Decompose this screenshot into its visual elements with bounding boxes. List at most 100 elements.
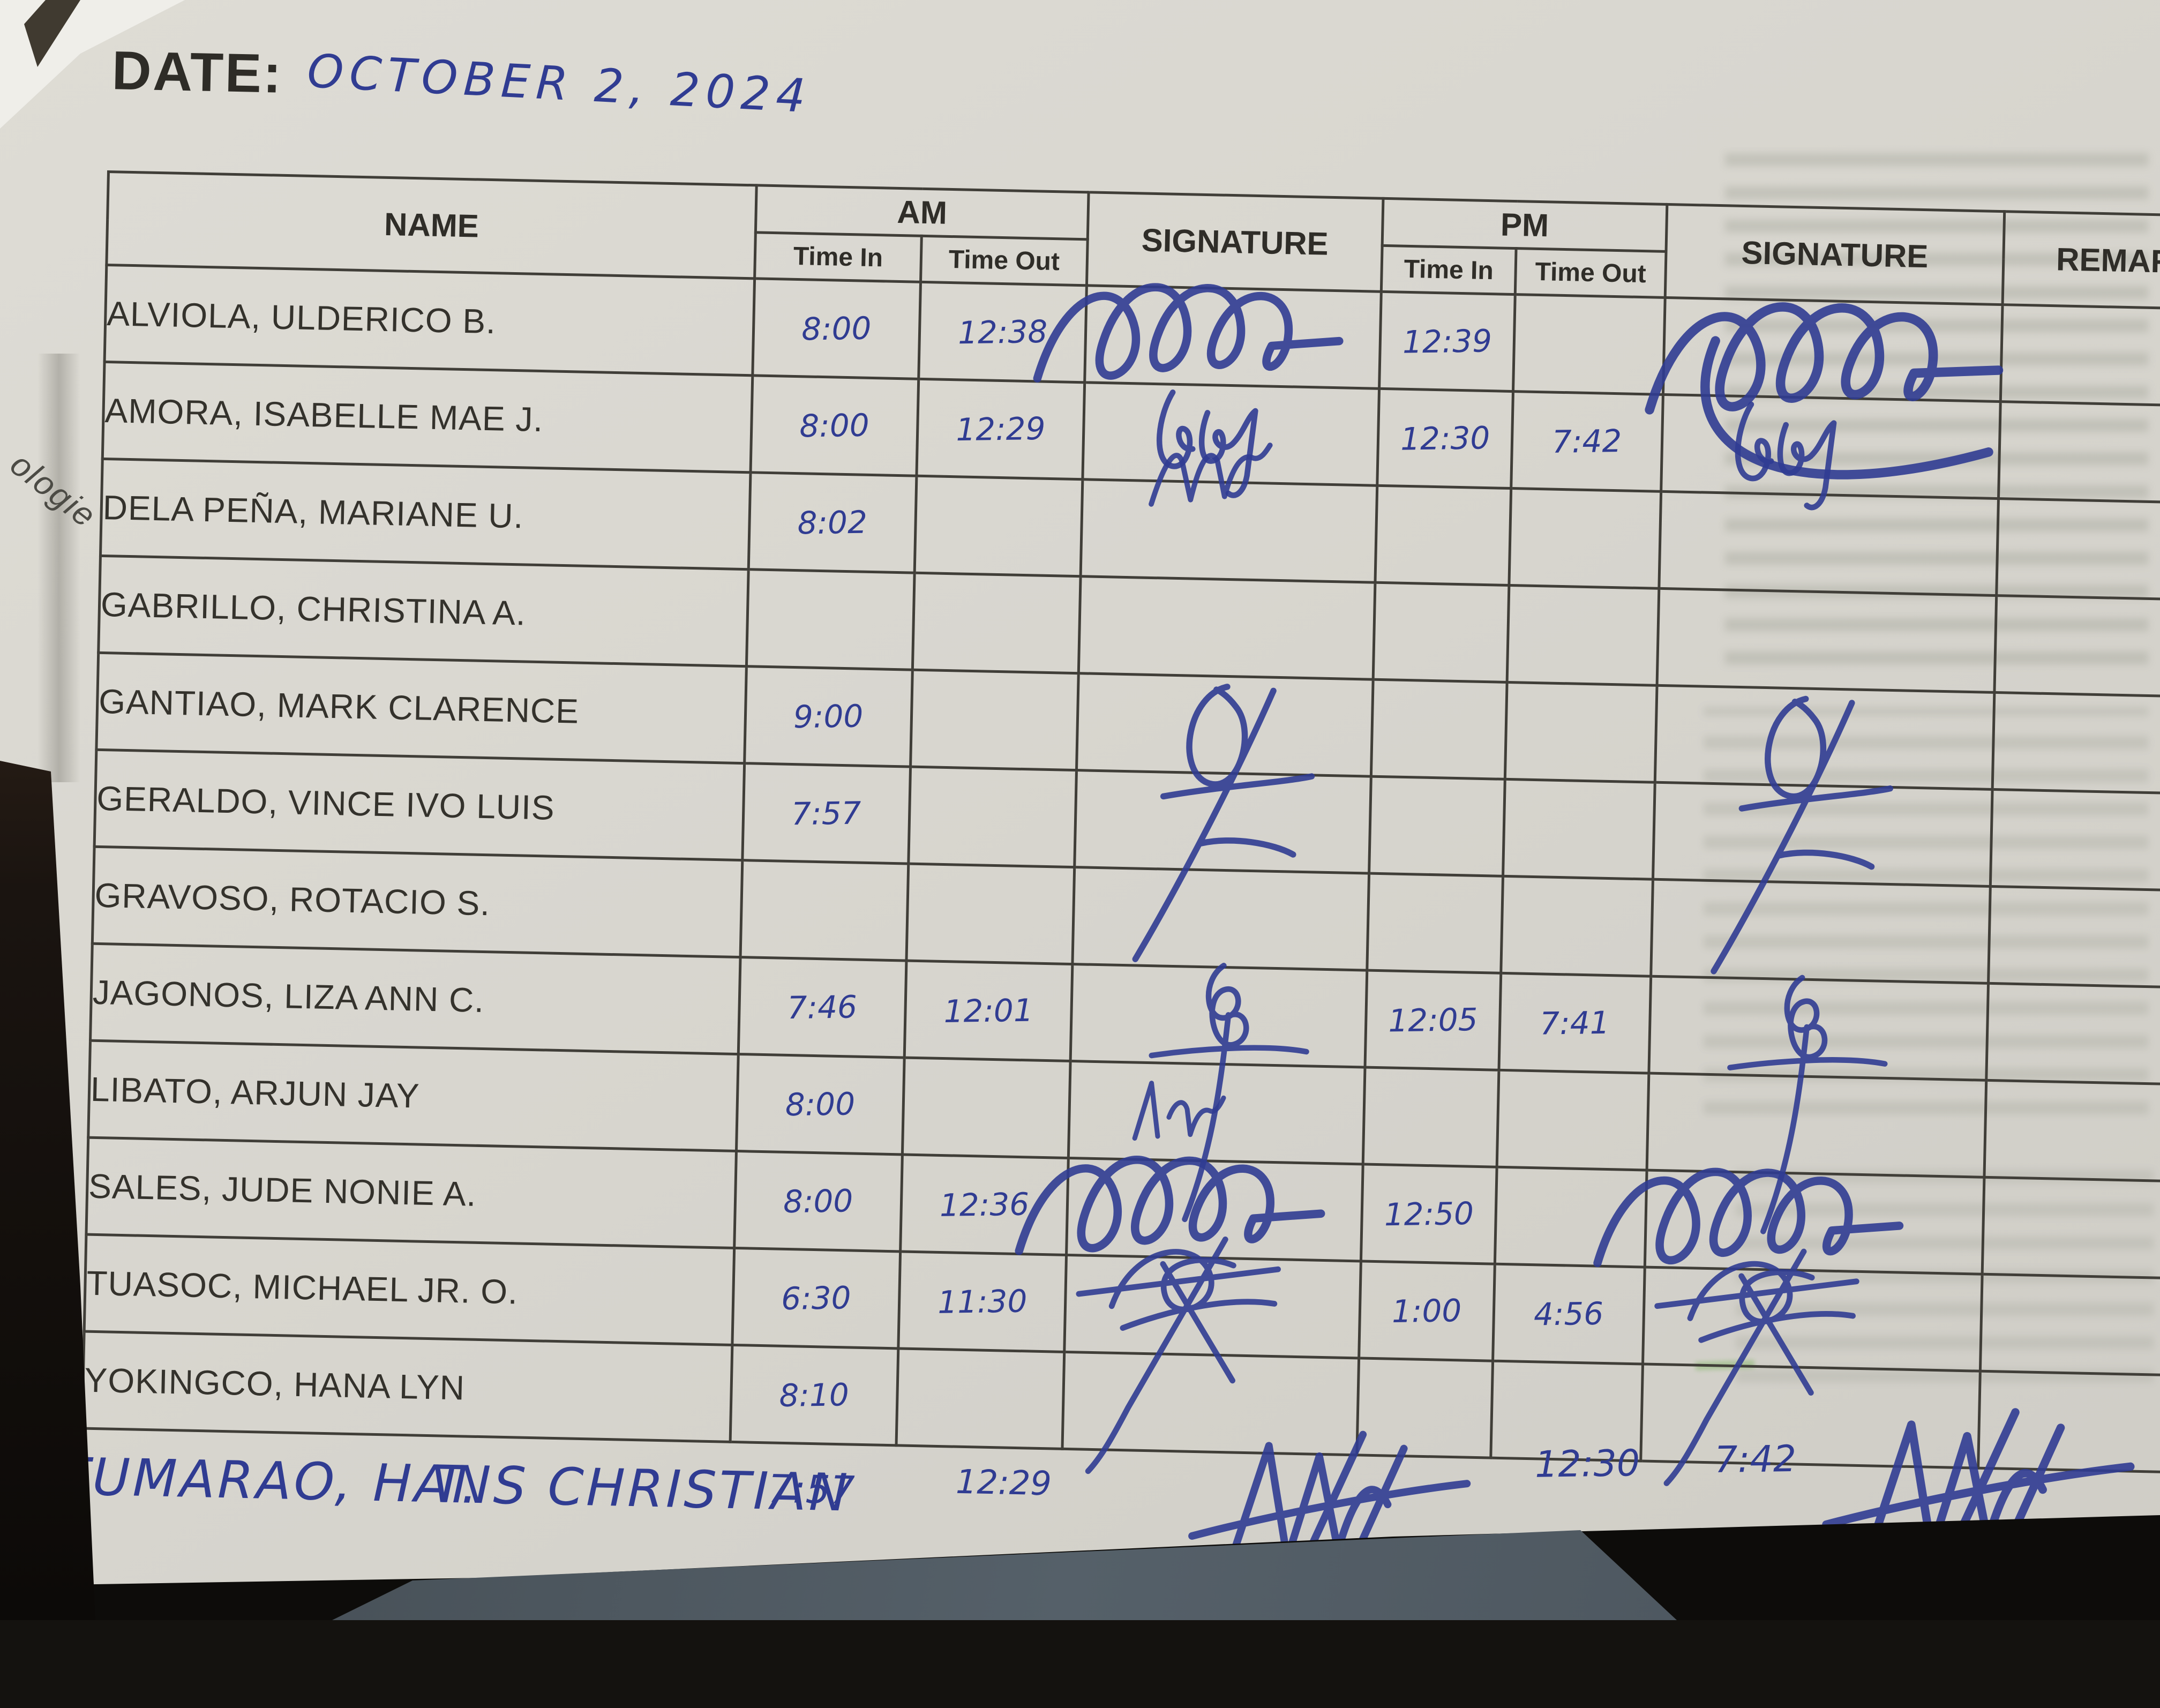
pm-time-in-cell: 12:39 bbox=[1379, 291, 1516, 392]
remarks-cell bbox=[1990, 789, 2160, 892]
time-value: 12:30 bbox=[1400, 419, 1490, 458]
header-am: AM bbox=[755, 185, 1089, 239]
pm-signature-cell bbox=[1648, 975, 1989, 1234]
header-pm: PM bbox=[1382, 198, 1667, 252]
pm-signature-cell bbox=[1647, 1073, 1986, 1178]
date-handwritten-value: OCTOBER 2, 2024 bbox=[306, 44, 813, 124]
attendance-table: NAME AM SIGNATURE PM SIGNATURE REMARKS T… bbox=[81, 170, 2160, 1486]
pm-signature-cell bbox=[1642, 1248, 1983, 1486]
student-name: SALES, JUDE NONIE A. bbox=[88, 1166, 477, 1213]
name-cell: ALVIOLA, ULDERICO B. bbox=[104, 265, 755, 376]
am-time-out-cell bbox=[910, 670, 1079, 770]
remarks-cell bbox=[1988, 886, 2160, 989]
header-signature-am: SIGNATURE bbox=[1086, 192, 1383, 292]
student-name: GABRILLO, CHRISTINA A. bbox=[100, 585, 527, 633]
am-time-out-cell: 12:36 bbox=[900, 1154, 1069, 1255]
signature-stroke bbox=[1132, 1081, 1226, 1141]
am-time-in-cell: 6:30 bbox=[732, 1248, 901, 1349]
am-signature-cell bbox=[1015, 1156, 1363, 1261]
am-time-in-cell: 8:00 bbox=[734, 1151, 903, 1252]
pm-time-in-cell bbox=[1356, 1358, 1493, 1458]
student-name: GRAVOSO, ROTACIO S. bbox=[94, 875, 491, 923]
name-cell: GABRILLO, CHRISTINA A. bbox=[98, 556, 749, 666]
header-remarks: REMARKS bbox=[2002, 211, 2160, 311]
time-value: 12:38 bbox=[957, 313, 1048, 351]
date-row: DATE: OCTOBER 2, 2024 bbox=[111, 39, 813, 123]
pm-signature-cell bbox=[1593, 1167, 1984, 1275]
am-time-in-cell: 7:57 bbox=[742, 763, 911, 864]
name-cell: AMORA, ISABELLE MAE J. bbox=[102, 362, 753, 473]
handwritten-name: TUMARAO, HANS CHRISTIAN T. bbox=[58, 1447, 851, 1523]
pm-time-out-cell: 7:41 bbox=[1498, 973, 1651, 1074]
handwritten-am-time-out: 12:29 bbox=[955, 1462, 1052, 1503]
student-name: TUASOC, MICHAEL JR. O. bbox=[86, 1263, 519, 1312]
pm-time-out-cell bbox=[1513, 294, 1666, 395]
name-cell: LIBATO, ARJUN JAY bbox=[88, 1040, 739, 1151]
pm-time-out-cell bbox=[1507, 585, 1659, 686]
pm-time-out-cell: 4:56 bbox=[1492, 1264, 1645, 1365]
time-value: 4:56 bbox=[1533, 1295, 1604, 1333]
remarks-cell bbox=[1994, 595, 2160, 698]
time-value: 12:36 bbox=[939, 1186, 1030, 1224]
name-cell: DELA PEÑA, MARIANE U. bbox=[100, 459, 751, 570]
student-name: AMORA, ISABELLE MAE J. bbox=[104, 391, 544, 439]
handwritten-pm-time-in: 12:30 bbox=[1534, 1442, 1640, 1486]
am-signature-cell bbox=[1070, 963, 1367, 1223]
remarks-cell bbox=[1998, 401, 2160, 505]
am-time-in-cell bbox=[746, 569, 915, 670]
remarks-cell bbox=[1978, 1371, 2160, 1474]
am-signature-cell bbox=[1033, 283, 1382, 389]
am-time-out-cell: 12:01 bbox=[904, 961, 1072, 1061]
header-pm-time-in: Time In bbox=[1381, 245, 1517, 295]
time-value: 11:30 bbox=[937, 1283, 1028, 1321]
time-value: 8:00 bbox=[783, 1182, 854, 1220]
remarks-cell bbox=[1982, 1177, 2160, 1280]
pm-signature-cell bbox=[1655, 685, 1994, 975]
pm-signature-cell bbox=[1661, 394, 2001, 511]
name-cell: YOKINGCO, HANA LYN bbox=[82, 1331, 732, 1442]
remarks-cell bbox=[1980, 1274, 2160, 1377]
pm-time-in-cell bbox=[1375, 485, 1511, 586]
time-value: 6:30 bbox=[781, 1279, 852, 1317]
am-time-in-cell: 8:10 bbox=[730, 1345, 898, 1445]
pm-time-in-cell bbox=[1367, 873, 1503, 973]
student-name: ALVIOLA, ULDERICO B. bbox=[106, 294, 497, 341]
student-name: GANTIAO, MARK CLARENCE bbox=[98, 681, 580, 731]
name-cell: JAGONOS, LIZA ANN C. bbox=[90, 943, 741, 1054]
time-value: 8:10 bbox=[779, 1376, 850, 1414]
am-time-out-cell bbox=[906, 864, 1075, 964]
pm-time-out-cell bbox=[1495, 1167, 1647, 1268]
am-time-out-cell bbox=[914, 476, 1083, 576]
pm-time-out-cell bbox=[1503, 779, 1655, 880]
header-am-time-out: Time Out bbox=[920, 236, 1088, 286]
remarks-cell bbox=[1986, 983, 2160, 1086]
time-value: 8:00 bbox=[799, 407, 870, 445]
time-value: 12:05 bbox=[1388, 1001, 1478, 1039]
remarks-cell bbox=[1996, 498, 2160, 601]
header-am-time-in: Time In bbox=[754, 232, 922, 282]
header-signature-pm: SIGNATURE bbox=[1665, 204, 2005, 305]
pm-time-in-cell bbox=[1371, 679, 1508, 780]
am-time-out-cell bbox=[912, 573, 1081, 673]
pm-time-out-cell bbox=[1505, 682, 1658, 783]
pm-signature-cell bbox=[1659, 491, 1999, 596]
pm-signature-cell bbox=[1653, 782, 1993, 887]
time-value: 7:42 bbox=[1551, 423, 1623, 460]
pm-time-out-cell bbox=[1501, 876, 1653, 977]
student-name: YOKINGCO, HANA LYN bbox=[84, 1360, 466, 1407]
time-value: 12:39 bbox=[1402, 323, 1492, 361]
pm-time-out-cell: 7:42 bbox=[1511, 391, 1663, 492]
name-cell: TUASOC, MICHAEL JR. O. bbox=[84, 1234, 734, 1345]
time-value: 9:00 bbox=[793, 698, 864, 736]
handwritten-name-line1: TUMARAO, HANS CHRISTIAN bbox=[57, 1446, 851, 1523]
pm-time-out-cell bbox=[1497, 1070, 1649, 1171]
am-time-in-cell: 7:46 bbox=[738, 957, 906, 1058]
name-cell: GANTIAO, MARK CLARENCE bbox=[96, 653, 747, 763]
am-signature-cell bbox=[1072, 867, 1369, 971]
student-name: DELA PEÑA, MARIANE U. bbox=[102, 488, 524, 536]
name-cell: SALES, JUDE NONIE A. bbox=[86, 1137, 737, 1248]
attendance-rows: ALVIOLA, ULDERICO B. 8:00 12:38 12:39 AMORA,… bbox=[82, 265, 2160, 1486]
am-time-out-cell bbox=[908, 767, 1077, 867]
paper-crease bbox=[38, 354, 80, 782]
time-value: 7:46 bbox=[787, 988, 858, 1027]
